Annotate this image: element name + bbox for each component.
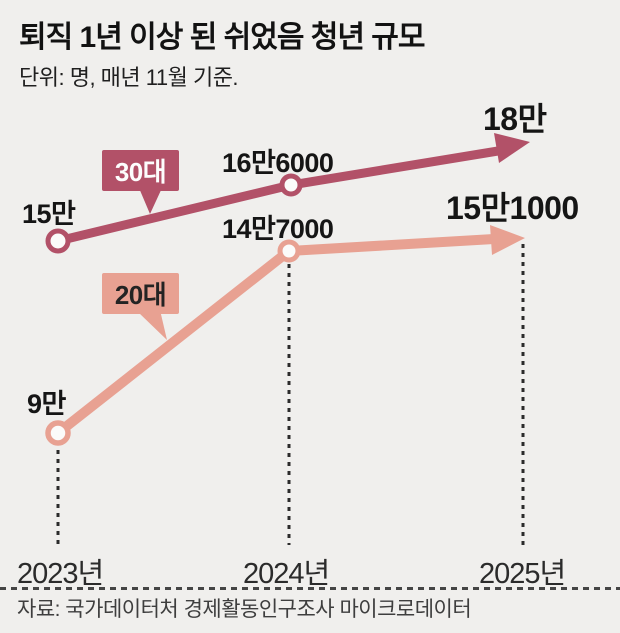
point-30s-2023 <box>45 228 71 254</box>
point-20s-2024 <box>277 239 301 263</box>
badge-20s-tail <box>138 310 167 340</box>
axis-label-2025: 2025년 <box>479 558 566 590</box>
series-20s-arrowhead-icon <box>490 225 525 255</box>
value-label-30s-2024: 16만6000 <box>222 148 334 178</box>
series-badge-20s: 20대 <box>102 273 179 314</box>
value-label-20s-2024: 14만7000 <box>222 214 334 244</box>
axis-label-2023: 2023년 <box>17 558 104 590</box>
badge-30s-tail <box>139 188 162 214</box>
value-label-20s-2025: 15만1000 <box>446 190 579 226</box>
axis-label-2024: 2024년 <box>243 558 330 590</box>
value-label-20s-2023: 9만 <box>27 389 66 419</box>
chart-title: 퇴직 1년 이상 된 쉬었음 청년 규모 <box>19 21 425 54</box>
point-20s-2023 <box>45 420 71 446</box>
series-30s-arrowhead-icon <box>494 133 530 163</box>
source-note: 자료: 국가데이터처 경제활동인구조사 마이크로데이터 <box>17 598 472 621</box>
value-label-30s-2025: 18만 <box>483 101 547 137</box>
axis-separator <box>0 587 620 590</box>
series-20s-line <box>54 234 495 437</box>
value-label-30s-2023: 15만 <box>22 199 76 229</box>
chart-subtitle: 단위: 명, 매년 11월 기준. <box>19 65 239 90</box>
series-badge-30s: 30대 <box>102 150 179 191</box>
point-30s-2024 <box>279 173 303 197</box>
